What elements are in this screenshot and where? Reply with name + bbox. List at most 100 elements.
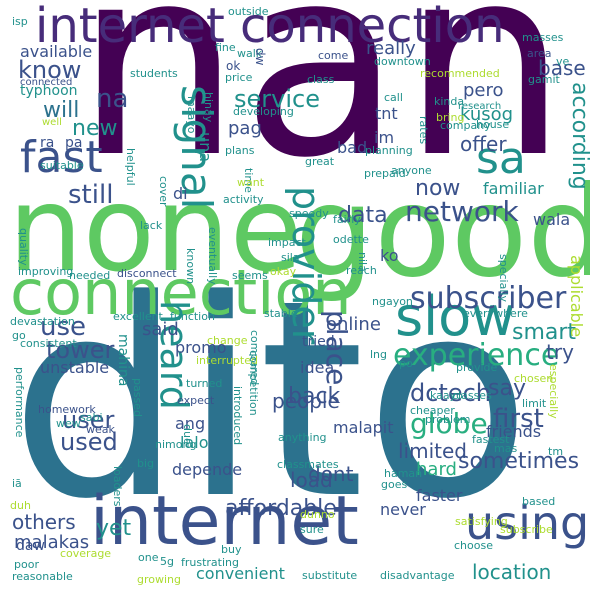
word-known: known: [184, 248, 197, 285]
word-im: im: [374, 128, 395, 147]
word-ia: iā: [12, 477, 22, 490]
word-expect: expect: [177, 394, 215, 407]
word-yet: yet: [96, 516, 132, 541]
word-turned: turned: [186, 377, 223, 390]
word-seems: seems: [232, 269, 268, 282]
word-walk: walk: [237, 47, 263, 60]
word-dctech: dctech: [410, 379, 492, 407]
word-pa: pa: [65, 135, 83, 151]
word-really: really: [366, 38, 416, 59]
word-duh: duh: [10, 499, 31, 512]
word-subscribe: subscribe: [500, 523, 553, 536]
word-malapit: malapit: [333, 418, 394, 437]
word-base: base: [538, 56, 586, 80]
word-eventually: eventually: [206, 227, 219, 285]
word-none: none: [8, 160, 303, 298]
word-great: great: [305, 155, 335, 168]
word-mas: mas: [494, 442, 518, 455]
word-daw: daw: [16, 538, 45, 554]
word-passed: passed: [131, 378, 144, 417]
word-lng: lng: [370, 348, 388, 361]
word-planning: planning: [365, 144, 413, 157]
word-substitute: substitute: [302, 569, 358, 582]
word-price: price: [225, 71, 253, 84]
word-prepaid: prepaid: [364, 167, 406, 180]
word-said: said: [142, 319, 179, 340]
word-chosen: chosen: [514, 372, 554, 385]
word-malakas: malakas: [14, 532, 90, 553]
word-needed: needed: [69, 269, 111, 282]
word-maayo: maayo: [185, 96, 198, 134]
word-poor: poor: [14, 558, 39, 571]
word-tnt: tnt: [375, 104, 398, 123]
word-sure: sure: [300, 523, 324, 536]
word-function: function: [170, 310, 215, 323]
word-fast: fast: [20, 132, 103, 183]
word-experience: experience: [393, 338, 560, 373]
word-still: still: [68, 180, 114, 210]
word-sa: sa: [476, 133, 526, 184]
word-disadvantage: disadvantage: [380, 569, 455, 582]
word-will: will: [43, 98, 80, 123]
word-using: using: [465, 496, 590, 550]
word-ve: ve: [556, 55, 570, 68]
word-helpful: helpful: [124, 148, 137, 186]
word-ang: ang: [175, 414, 206, 433]
word-speedy: speedy: [289, 207, 329, 220]
word-used: used: [60, 428, 118, 456]
word-never: never: [380, 500, 426, 519]
word-especially: especially: [547, 364, 560, 419]
word-una: una: [196, 132, 215, 163]
word-internet_conn: internet connection: [35, 0, 505, 54]
word-people: people: [272, 389, 340, 413]
word-smart: smart: [512, 320, 577, 345]
word-bad: bad: [337, 138, 368, 157]
word-promo: promo: [175, 338, 227, 357]
word-introduced: introduced: [231, 386, 244, 446]
word-reasonable: reasonable: [12, 570, 73, 583]
word-load: load: [290, 468, 333, 492]
word-connected: connected: [20, 77, 73, 88]
word-dito: dito: [10, 243, 532, 559]
word-one: one: [138, 551, 159, 564]
word-impact: impact: [268, 236, 306, 249]
word-disconnect: disconnect: [117, 267, 177, 280]
word-ra: ra: [40, 135, 55, 151]
word-rates: rates: [417, 116, 430, 145]
word-applicable: applicable: [567, 255, 586, 338]
word-activity: activity: [223, 193, 264, 206]
word-okay: okay: [270, 265, 297, 278]
word-performance: performance: [13, 367, 26, 438]
word-sila: sila: [281, 251, 300, 264]
word-students: students: [130, 67, 178, 80]
word-try: try: [546, 340, 574, 364]
word-growing: growing: [137, 573, 181, 586]
word-limit: limit: [522, 397, 547, 410]
word-ko: ko: [380, 246, 399, 265]
word-buy: buy: [221, 543, 242, 556]
word-kusog: kusog: [460, 104, 514, 125]
word-tried: tried: [302, 334, 335, 350]
word-na: na: [96, 84, 129, 114]
word-developing: developing: [233, 105, 294, 118]
word-5g: 5g: [160, 555, 174, 568]
word-recommended: recommended: [420, 67, 500, 80]
word-lalo: lalo: [180, 433, 209, 452]
word-wew: wew: [56, 417, 81, 430]
word-satisfying: satisfying: [455, 515, 508, 528]
word-idea: idea: [300, 358, 335, 377]
word-outside: outside: [228, 5, 269, 18]
word-sometimes: sometimes: [458, 449, 580, 474]
word-well: well: [42, 117, 62, 128]
word-pag: pag: [228, 118, 262, 139]
word-excellent: excellent: [113, 310, 163, 323]
word-isp: isp: [12, 15, 28, 28]
word-tower: tower: [46, 336, 115, 364]
word-available: available: [20, 42, 93, 61]
word-improving: improving: [18, 265, 74, 278]
word-affordable: affordable: [225, 496, 337, 521]
word-downtown: downtown: [374, 55, 431, 68]
word-network: network: [405, 195, 519, 228]
word-data: data: [338, 203, 388, 228]
